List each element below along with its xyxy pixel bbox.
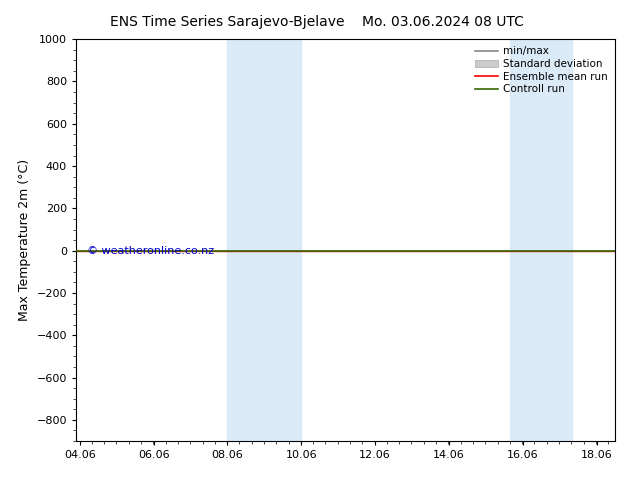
- Text: © weatheronline.co.nz: © weatheronline.co.nz: [87, 246, 214, 256]
- Y-axis label: Max Temperature 2m (°C): Max Temperature 2m (°C): [18, 159, 31, 321]
- Bar: [510, 39, 572, 441]
- Legend: min/max, Standard deviation, Ensemble mean run, Controll run: min/max, Standard deviation, Ensemble me…: [473, 45, 610, 97]
- Text: ENS Time Series Sarajevo-Bjelave    Mo. 03.06.2024 08 UTC: ENS Time Series Sarajevo-Bjelave Mo. 03.…: [110, 15, 524, 29]
- Bar: [228, 39, 301, 441]
